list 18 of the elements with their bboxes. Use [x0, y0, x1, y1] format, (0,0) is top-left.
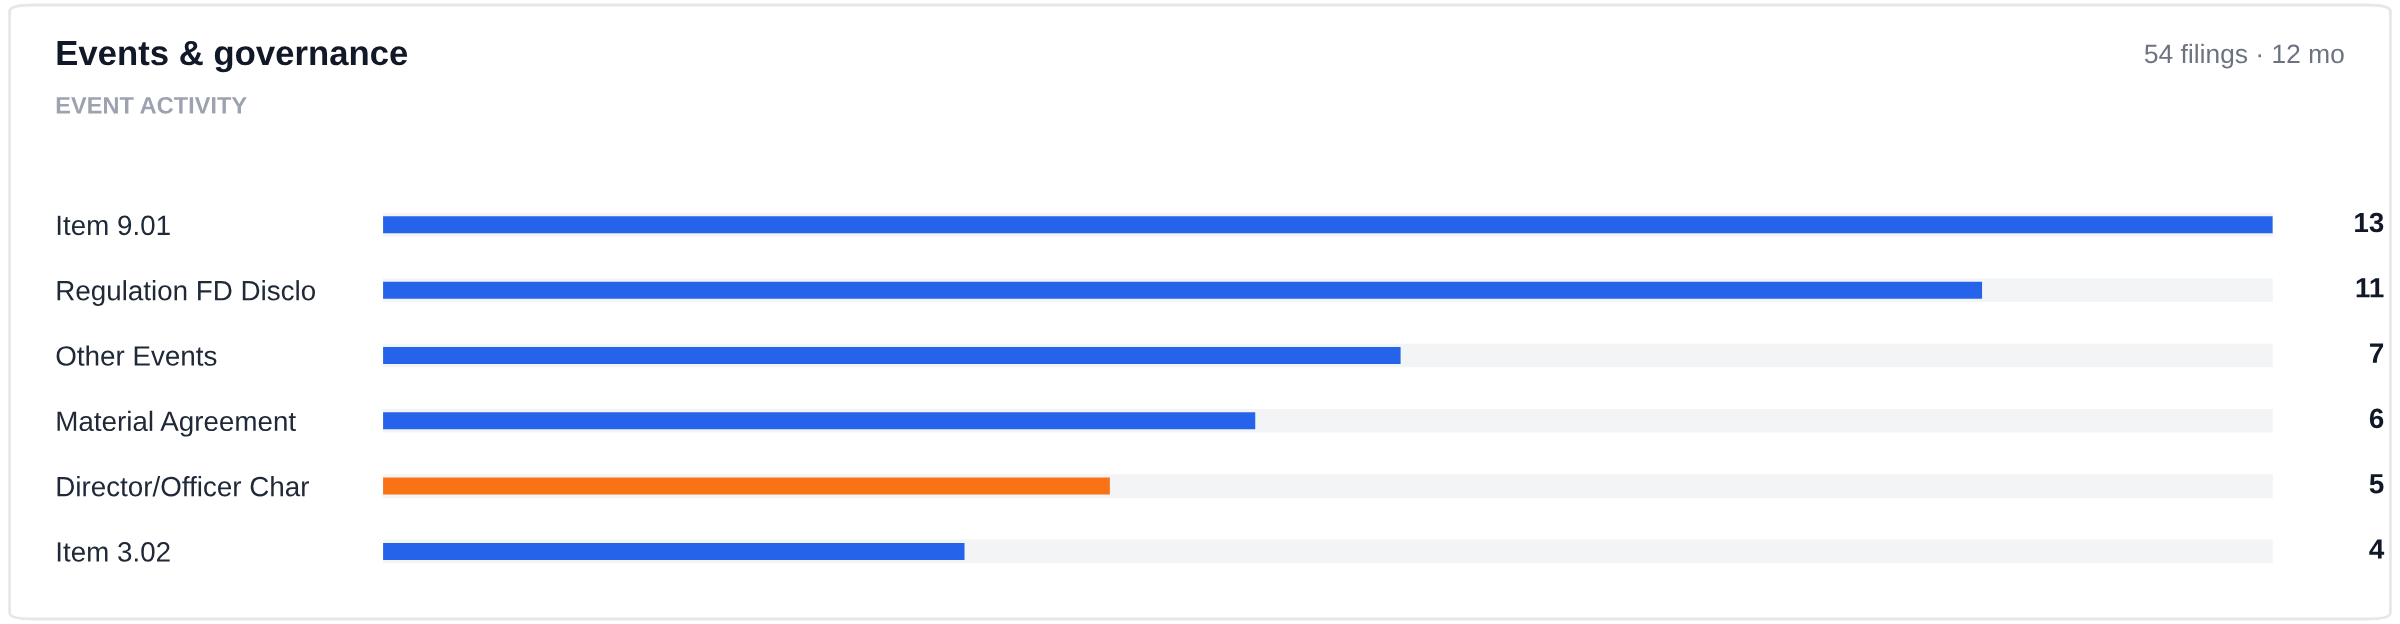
chart-subtitle: 54 filings · 12 mo	[2144, 43, 2344, 69]
data-label: 6	[2369, 408, 2384, 429]
data-label: 7	[2370, 343, 2384, 363]
data-label: 5	[2369, 474, 2384, 494]
y-tick-label: Other Events	[56, 345, 217, 366]
y-tick-label: Item 3.02	[57, 542, 170, 562]
bar	[383, 477, 1110, 495]
y-tick-label: Material Agreement	[57, 410, 296, 437]
y-tick-label: Item 9.01	[57, 215, 170, 236]
data-label: 11	[2356, 278, 2384, 298]
data-label: 4	[2369, 539, 2385, 559]
y-tick-label: Director/Officer Char	[57, 476, 309, 497]
bar	[383, 412, 1256, 430]
bar	[383, 542, 965, 560]
y-tick-label: Regulation FD Disclo	[57, 280, 315, 306]
data-label: 13	[2355, 212, 2384, 233]
chart-title: Events & governance	[57, 40, 408, 73]
text: EVENT ACTIVITY	[56, 96, 247, 114]
